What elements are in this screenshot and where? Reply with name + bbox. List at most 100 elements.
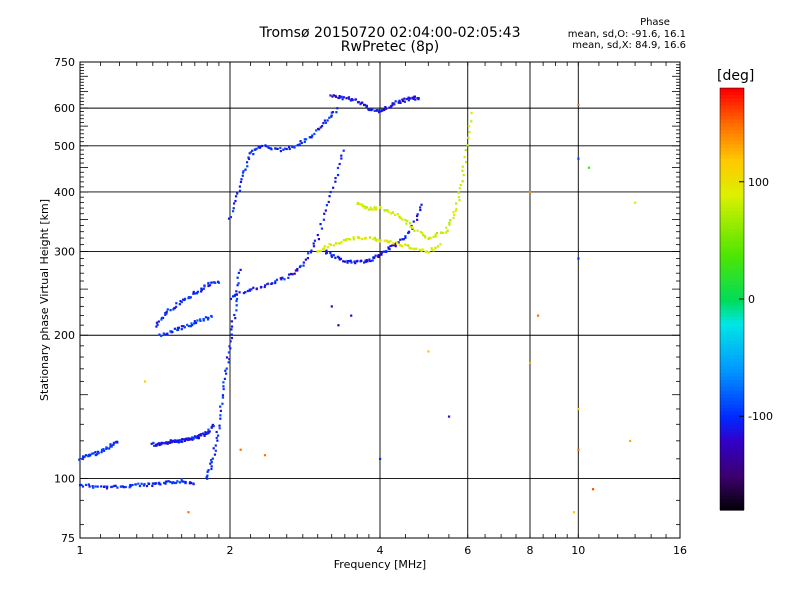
scatter-point: [187, 511, 190, 514]
echo-point: [155, 482, 158, 485]
echo-point: [200, 287, 203, 290]
echo-point: [322, 247, 326, 250]
colorbar-segment: [720, 263, 744, 268]
echo-point: [354, 98, 357, 101]
echo-point: [177, 439, 180, 443]
echo-point: [210, 461, 213, 464]
colorbar-segment: [720, 429, 744, 434]
echo-point: [470, 111, 473, 115]
echo-point: [409, 225, 412, 229]
echo-point: [164, 482, 167, 485]
scatter-point: [591, 488, 595, 491]
echo-point: [383, 108, 386, 111]
echo-point: [386, 209, 389, 212]
echo-point: [296, 269, 299, 272]
echo-point: [387, 246, 390, 249]
colorbar-segment: [720, 228, 744, 233]
echo-point: [231, 210, 235, 213]
echo-point: [346, 260, 349, 263]
echo-point: [235, 290, 238, 293]
echo-point: [230, 336, 234, 340]
echo-point: [237, 271, 240, 274]
echo-point: [289, 272, 293, 276]
echo-point: [391, 244, 394, 247]
echo-point: [202, 318, 205, 321]
echo-point: [363, 205, 366, 208]
echo-point: [384, 107, 388, 110]
echo-point: [342, 96, 345, 99]
echo-point: [360, 238, 364, 241]
echo-point: [175, 440, 178, 443]
echo-point: [124, 485, 127, 489]
echo-point: [342, 260, 345, 263]
colorbar-segment: [720, 133, 744, 138]
echo-point: [180, 301, 183, 304]
echo-point: [81, 485, 85, 488]
echo-point: [94, 485, 97, 488]
x-tick-label: 10: [571, 544, 585, 557]
echo-point: [131, 483, 134, 487]
echo-point: [260, 285, 263, 289]
echo-point: [155, 443, 158, 446]
echo-point: [353, 260, 356, 263]
scatter-point: [330, 305, 333, 308]
colorbar-segment: [720, 179, 744, 184]
phase-stats-heading: Phase: [640, 17, 670, 28]
echo-point: [461, 169, 464, 172]
colorbar-segment: [720, 362, 744, 367]
echo-point: [340, 240, 343, 244]
echo-point: [425, 250, 428, 253]
echo-point: [340, 154, 343, 157]
colorbar-segment: [720, 221, 744, 226]
colorbar-segment: [720, 168, 744, 173]
y-tick-label: 750: [54, 56, 75, 69]
x-tick-label: 6: [464, 544, 471, 557]
echo-point: [203, 285, 206, 288]
echo-point: [192, 290, 195, 294]
echo-point: [434, 235, 437, 238]
echo-point: [249, 151, 252, 154]
echo-point: [288, 147, 291, 151]
colorbar-segment: [720, 211, 744, 216]
colorbar-segment: [720, 189, 744, 195]
colorbar-segment: [720, 214, 744, 219]
echo-point: [341, 98, 344, 101]
colorbar-segment: [720, 147, 744, 152]
echo-point: [205, 431, 208, 435]
echo-point: [205, 476, 208, 479]
echo-point: [153, 444, 156, 447]
echo-point: [193, 292, 197, 295]
echo-point: [221, 402, 224, 405]
echo-point: [399, 101, 402, 104]
echo-point: [91, 485, 94, 488]
echo-point: [369, 259, 372, 263]
echo-point: [287, 273, 291, 276]
echo-point: [169, 480, 172, 484]
echo-point: [78, 484, 82, 487]
echo-point: [171, 330, 174, 334]
echo-point: [274, 280, 277, 283]
y-tick-label: 600: [54, 102, 75, 115]
echo-point: [242, 170, 245, 173]
echo-point: [343, 238, 346, 242]
echo-point: [169, 439, 172, 442]
echo-point: [181, 438, 185, 441]
echo-point: [109, 443, 112, 446]
echo-point: [287, 276, 290, 280]
echo-point: [113, 484, 116, 488]
colorbar-segment: [720, 277, 744, 283]
echo-point: [335, 111, 338, 114]
colorbar-segment: [720, 123, 744, 128]
echo-point: [337, 96, 340, 100]
echo-point: [452, 214, 456, 217]
echo-point: [446, 229, 449, 232]
colorbar-segment: [720, 91, 744, 96]
echo-point: [328, 195, 331, 198]
echo-point: [327, 200, 330, 204]
echo-point: [364, 237, 367, 240]
echo-point: [221, 396, 225, 399]
scatter-point: [447, 415, 451, 418]
colorbar-segment: [720, 295, 744, 300]
echo-point: [464, 149, 467, 152]
